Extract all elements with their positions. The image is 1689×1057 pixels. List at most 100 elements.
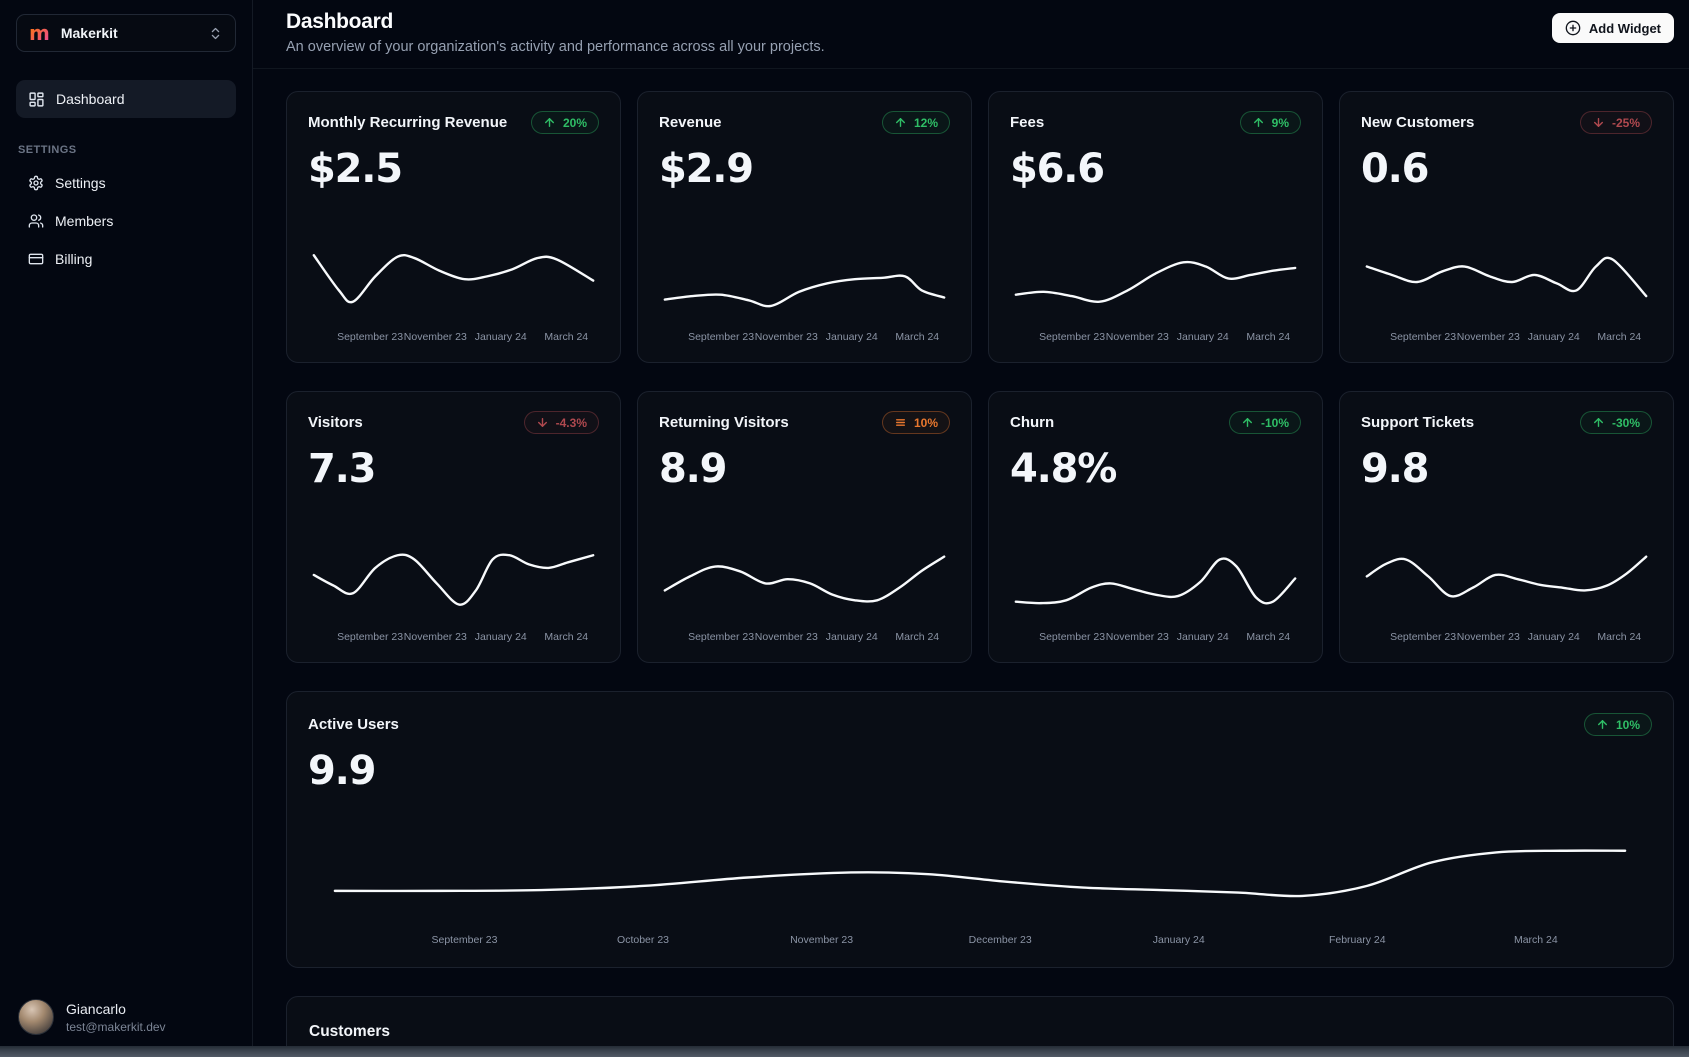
x-axis-label: January 24 <box>1152 934 1205 946</box>
stat-value: 4.8% <box>1010 446 1117 492</box>
sidebar-nav: Dashboard SETTINGS Settings Members <box>16 52 236 278</box>
x-axis-label: January 24 <box>1527 631 1580 643</box>
credit-card-icon <box>28 253 44 265</box>
arrow-down-icon <box>537 418 547 427</box>
sparkline-chart <box>1361 542 1652 622</box>
sidebar-section-settings-label: SETTINGS <box>18 144 77 156</box>
sidebar-item-label: Billing <box>55 251 93 267</box>
sparkline-chart <box>1010 542 1301 622</box>
add-widget-button[interactable]: Add Widget <box>1551 13 1674 43</box>
card-header: Support Tickets -30% <box>1361 411 1652 434</box>
card-title: Monthly Recurring Revenue <box>308 114 508 131</box>
sparkline-wrap <box>1361 200 1652 322</box>
avatar <box>18 999 54 1035</box>
x-axis-label: November 23 <box>1456 331 1520 343</box>
sidebar-item-label: Members <box>55 213 114 229</box>
arrow-up-icon <box>1597 720 1607 729</box>
x-axis-label: November 23 <box>1456 631 1520 643</box>
stat-value: 7.3 <box>308 446 376 492</box>
x-axis-label: January 24 <box>474 631 527 643</box>
sidebar: m Makerkit Dashboard SETTINGS Setti <box>0 0 253 1057</box>
card-header: Monthly Recurring Revenue 20% <box>308 111 599 134</box>
x-axis-label: March 24 <box>895 631 940 643</box>
x-axis-label: September 23 <box>1039 631 1105 643</box>
sparkline-wrap <box>1010 500 1301 622</box>
team-selector[interactable]: m Makerkit <box>16 14 236 52</box>
sparkline-wrap <box>308 200 599 322</box>
chevrons-up-down-icon <box>208 26 223 41</box>
x-axis-label: March 24 <box>544 631 589 643</box>
x-axis-labels: September 23 November 23 January 24 March 2… <box>688 331 950 343</box>
card-title: Active Users <box>308 716 399 733</box>
trend-value: -25% <box>1611 115 1640 130</box>
dashboard-content: Monthly Recurring Revenue 20% $2.5 Septembe… <box>253 69 1689 1057</box>
arrow-up-icon <box>1593 418 1603 427</box>
sparkline-chart <box>308 830 1652 925</box>
arrow-up-icon <box>544 118 554 127</box>
x-axis-label: November 23 <box>790 934 854 946</box>
trend-badge: -10% <box>1228 411 1301 434</box>
trend-badge: 9% <box>1239 111 1301 134</box>
card-header: Active Users 10% <box>308 713 1652 736</box>
sidebar-item-dashboard[interactable]: Dashboard <box>16 80 236 118</box>
customers-title: Customers <box>309 1023 390 1040</box>
x-axis-label: March 24 <box>1597 331 1642 343</box>
user-name: Giancarlo <box>66 1000 126 1017</box>
x-axis-labels: September 23 November 23 January 24 March 2… <box>1390 631 1652 643</box>
x-axis-label: January 24 <box>1176 331 1229 343</box>
card-header: Revenue 12% <box>659 111 950 134</box>
sidebar-item-billing[interactable]: Billing <box>16 240 236 278</box>
trend-value: 10% <box>1615 717 1640 732</box>
stat-cards-row-2: Visitors -4.3% 7.3 September 23 November 23 J… <box>286 391 1674 663</box>
card-title: Visitors <box>308 414 363 431</box>
x-axis-label: November 23 <box>1105 631 1169 643</box>
sidebar-item-settings[interactable]: Settings <box>16 164 236 202</box>
user-profile[interactable]: Giancarlo test@makerkit.dev <box>16 997 236 1041</box>
circle-plus-icon <box>1565 20 1581 36</box>
sparkline-chart <box>308 242 599 322</box>
x-axis-label: December 23 <box>968 934 1032 946</box>
x-axis-label: March 24 <box>895 331 940 343</box>
sparkline-wrap <box>1010 200 1301 322</box>
card-header: Churn -10% <box>1010 411 1301 434</box>
sparkline-wrap <box>659 200 950 322</box>
team-name: Makerkit <box>60 25 118 41</box>
card-title: Returning Visitors <box>659 414 789 431</box>
card-header: New Customers -25% <box>1361 111 1652 134</box>
sparkline-chart <box>308 542 599 622</box>
page-title: Dashboard <box>286 10 393 33</box>
arrow-down-icon <box>1593 118 1603 127</box>
user-email: test@makerkit.dev <box>66 1019 166 1034</box>
card-title: Support Tickets <box>1361 414 1475 431</box>
trend-value: -10% <box>1260 415 1289 430</box>
sparkline-wrap <box>308 802 1652 925</box>
card-title: New Customers <box>1361 114 1475 131</box>
x-axis-label: September 23 <box>431 934 498 946</box>
trend-value: -4.3% <box>555 415 587 430</box>
trend-value: 12% <box>913 115 938 130</box>
trend-badge: 12% <box>881 111 950 134</box>
sidebar-item-members[interactable]: Members <box>16 202 236 240</box>
page-subtitle: An overview of your organization's activ… <box>286 39 825 55</box>
menu-icon <box>895 419 905 426</box>
stat-cards-row-1: Monthly Recurring Revenue 20% $2.5 Septembe… <box>286 91 1674 363</box>
stat-card-active-users: Active Users 10% 9.9 September 23 October 23… <box>286 691 1674 968</box>
sidebar-item-label: Settings <box>55 175 106 191</box>
x-axis-label: November 23 <box>403 331 467 343</box>
card-title: Fees <box>1010 114 1045 131</box>
x-axis-label: October 23 <box>617 934 669 946</box>
stat-card-returning-visitors: Returning Visitors 10% 8.9 September 23 Nove… <box>637 391 972 663</box>
makerkit-logo: m <box>29 21 50 45</box>
arrow-up-icon <box>1242 418 1252 427</box>
trend-value: 10% <box>913 415 938 430</box>
trend-badge: -4.3% <box>523 411 599 434</box>
stat-value: 9.8 <box>1361 446 1429 492</box>
bottom-strip <box>0 1046 1689 1057</box>
stat-value: $6.6 <box>1010 146 1105 192</box>
x-axis-label: September 23 <box>337 631 403 643</box>
trend-badge: -30% <box>1579 411 1652 434</box>
x-axis-labels: September 23 November 23 January 24 March 2… <box>337 631 599 643</box>
x-axis-label: September 23 <box>1390 331 1456 343</box>
stat-value: 0.6 <box>1361 146 1429 192</box>
